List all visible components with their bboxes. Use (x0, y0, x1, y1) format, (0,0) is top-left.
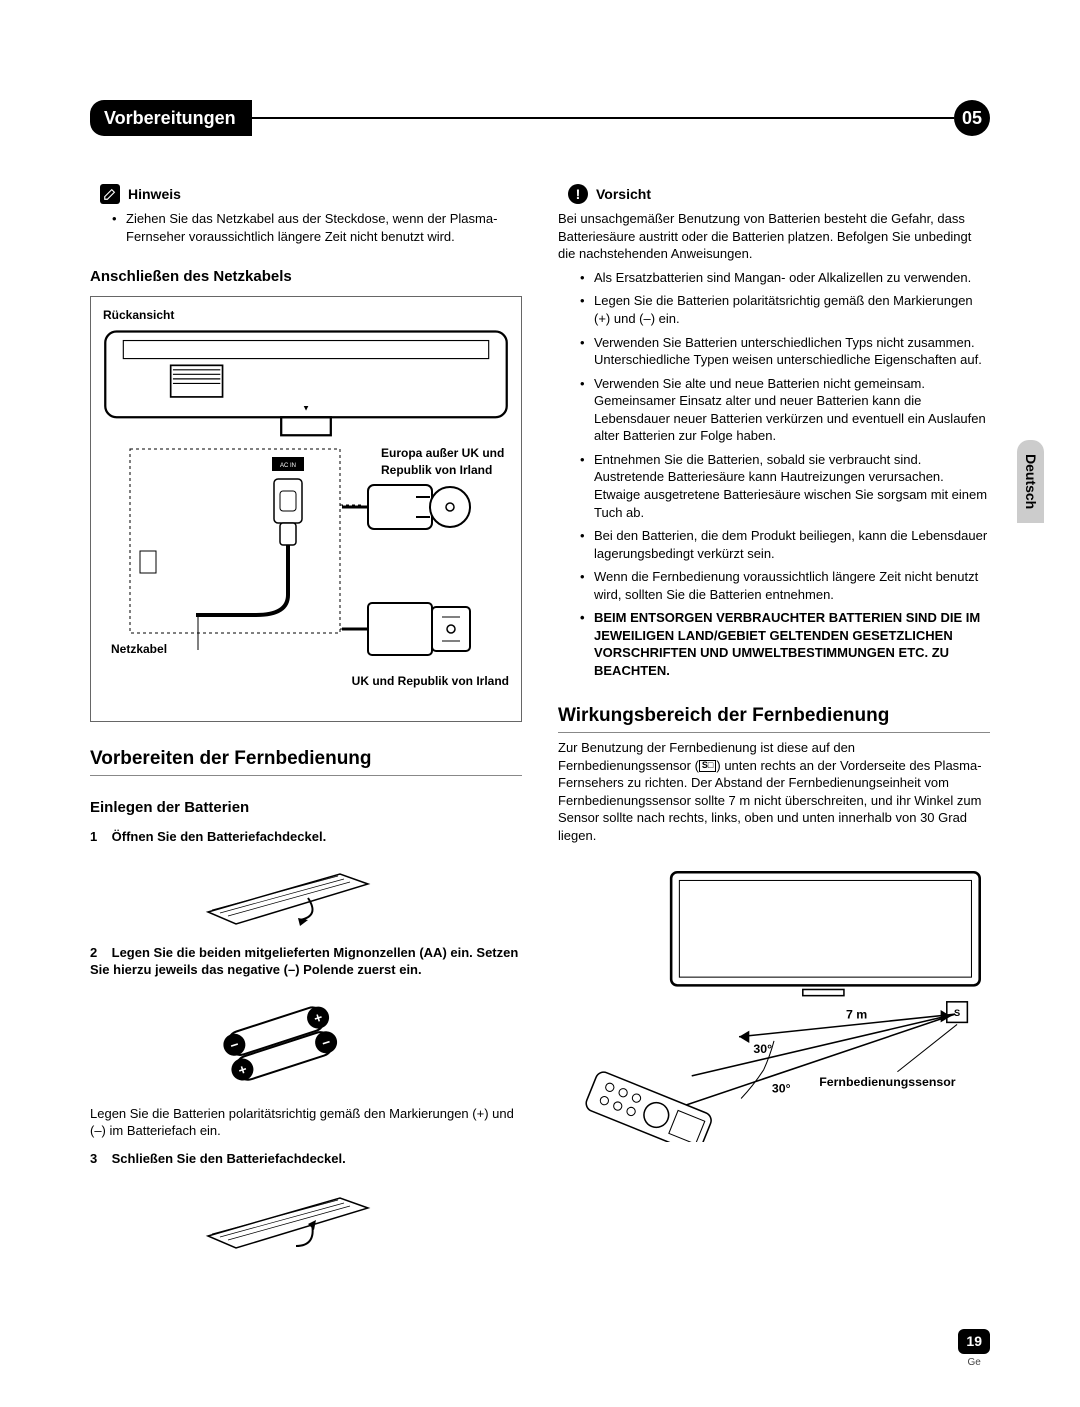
figure-label-uk: UK und Republik von Irland (329, 673, 509, 689)
caution-label: Vorsicht (596, 185, 651, 204)
distance-label: 7 m (846, 1008, 867, 1022)
step-number: 1 (90, 828, 108, 846)
remote-close-illustration (200, 1176, 380, 1266)
chapter-header: Vorbereitungen 05 (90, 100, 990, 136)
svg-text:AC IN: AC IN (280, 463, 296, 469)
page-lang: Ge (958, 1356, 990, 1370)
step-2-note: Legen Sie die Batterien polaritätsrichti… (90, 1105, 522, 1140)
step-number: 2 (90, 944, 108, 962)
figure-label-cord: Netzkabel (111, 641, 167, 657)
tv-rear-illustration: ▼ (103, 327, 509, 438)
list-item-bold: BEIM ENTSORGEN VERBRAUCHTER BATTERIEN SI… (580, 609, 990, 679)
svg-text:S: S (954, 1009, 960, 1019)
note-list: Ziehen Sie das Netzkabel aus der Steckdo… (90, 210, 522, 245)
list-item: Entnehmen Sie die Batterien, sobald sie … (580, 451, 990, 521)
remote-range-illustration: S 7 m 30° 30° Fer (558, 864, 990, 1142)
list-item: Bei den Batterien, die dem Produkt beili… (580, 527, 990, 562)
angle-label: 30° (753, 1043, 772, 1057)
connector-illustration: AC IN (103, 445, 509, 705)
heading-remote-range: Wirkungsbereich der Fernbedienung (558, 703, 990, 733)
batteries-illustration: − + + − (200, 987, 370, 1097)
heading-power-cord: Anschließen des Netzkabels (90, 267, 522, 287)
caution-header: ! Vorsicht (568, 184, 990, 204)
svg-text:▼: ▼ (302, 403, 310, 412)
range-paragraph: Zur Benutzung der Fernbedienung ist dies… (558, 739, 990, 844)
step-2: 2 Legen Sie die beiden mitgelieferten Mi… (90, 944, 522, 979)
angle-label: 30° (772, 1082, 791, 1096)
list-item: Als Ersatzbatterien sind Mangan- oder Al… (580, 269, 990, 287)
caution-list: Als Ersatzbatterien sind Mangan- oder Al… (558, 269, 990, 679)
sensor-label: Fernbedienungssensor (819, 1076, 956, 1090)
caution-intro: Bei unsachgemäßer Benutzung von Batterie… (558, 210, 990, 263)
note-header: Hinweis (100, 184, 522, 204)
list-item: Verwenden Sie alte und neue Batterien ni… (580, 375, 990, 445)
page-footer: 19 Ge (958, 1329, 990, 1369)
list-item: Verwenden Sie Batterien unterschiedliche… (580, 334, 990, 369)
chapter-rule (252, 117, 954, 119)
step-3: 3 Schließen Sie den Batteriefachdeckel. (90, 1150, 522, 1168)
sensor-icon: S□ (699, 760, 716, 772)
pencil-icon (100, 184, 120, 204)
step-number: 3 (90, 1150, 108, 1168)
remote-open-illustration (200, 854, 380, 934)
step-text: Legen Sie die beiden mitgelieferten Mign… (90, 945, 518, 978)
left-column: Hinweis Ziehen Sie das Netzkabel aus der… (90, 184, 522, 1273)
list-item: Legen Sie die Batterien polaritätsrichti… (580, 292, 990, 327)
right-column: ! Vorsicht Bei unsachgemäßer Benutzung v… (558, 184, 990, 1273)
figure-label-rear: Rückansicht (103, 307, 509, 323)
exclamation-icon: ! (568, 184, 588, 204)
step-text: Schließen Sie den Batteriefachdeckel. (112, 1151, 346, 1166)
heading-prepare-remote: Vorbereiten der Fernbedienung (90, 746, 522, 776)
note-label: Hinweis (128, 185, 181, 204)
step-text: Öffnen Sie den Batteriefachdeckel. (112, 829, 327, 844)
language-tab: Deutsch (1017, 440, 1044, 523)
figure-power-cord: Rückansicht ▼ AC IN (90, 296, 522, 723)
chapter-number: 05 (954, 100, 990, 136)
list-item: Wenn die Fernbedienung voraussichtlich l… (580, 568, 990, 603)
figure-label-eu: Europa außer UK und Republik von Irland (381, 445, 509, 477)
heading-insert-batteries: Einlegen der Batterien (90, 798, 522, 818)
page-number: 19 (958, 1329, 990, 1354)
chapter-title: Vorbereitungen (90, 100, 252, 136)
step-1: 1 Öffnen Sie den Batteriefachdeckel. (90, 828, 522, 846)
list-item: Ziehen Sie das Netzkabel aus der Steckdo… (112, 210, 522, 245)
